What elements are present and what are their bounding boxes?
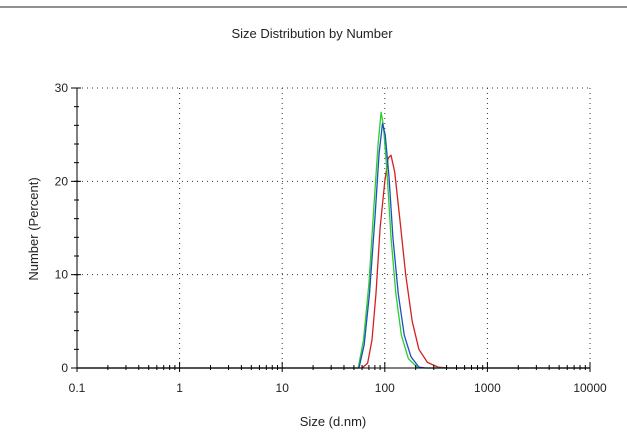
x-tick-label-3: 100 xyxy=(375,381,395,395)
x-tick-label-0: 0.1 xyxy=(69,381,86,395)
x-tick-label-5: 10000 xyxy=(573,381,607,395)
x-axis-label: Size (d.nm) xyxy=(300,414,366,429)
y-tick-label-2: 20 xyxy=(55,174,69,188)
x-tick-label-2: 10 xyxy=(276,381,290,395)
x-tick-label-1: 1 xyxy=(176,381,183,395)
x-tick-label-4: 1000 xyxy=(474,381,501,395)
series-group xyxy=(77,111,590,369)
series-line-0 xyxy=(77,154,590,369)
grid xyxy=(77,87,591,368)
y-tick-label-1: 10 xyxy=(55,268,69,282)
y-tick-label-0: 0 xyxy=(61,361,68,375)
y-axis-label: Number (Percent) xyxy=(26,177,41,280)
y-tick-label-3: 30 xyxy=(55,81,69,95)
series-line-1 xyxy=(77,111,590,369)
tick-labels: 0.1 1 10 100 1000 10000 0 10 20 30 xyxy=(55,81,607,395)
chart-title: Size Distribution by Number xyxy=(231,26,393,41)
axes xyxy=(71,87,591,372)
series-line-2 xyxy=(77,122,590,369)
